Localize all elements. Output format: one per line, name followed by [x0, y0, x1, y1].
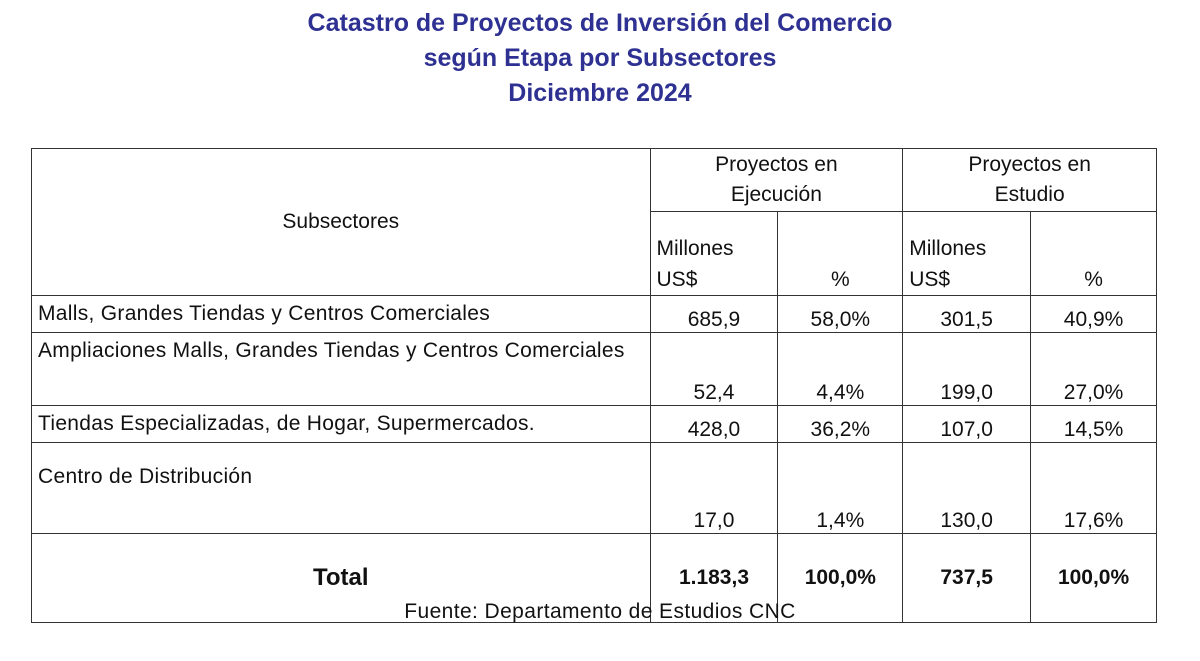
investment-table: Subsectores Proyectos en Ejecución Proye…: [31, 148, 1157, 623]
total-ejec-millones: 1.183,3: [649, 533, 779, 623]
col-header-ejec-millones: Millones US$: [649, 211, 779, 296]
col-ejec-millones-line-2: US$: [656, 268, 698, 291]
subsector-name: Tiendas Especializadas, de Hogar, Superm…: [31, 405, 651, 443]
est-millones-value: 199,0: [902, 332, 1032, 406]
total-label: Total: [31, 533, 651, 623]
est-pct-value: 17,6%: [1030, 442, 1157, 534]
group-header-estudio: Proyectos en Estudio: [902, 148, 1157, 212]
ejec-millones-value: 685,9: [649, 295, 779, 333]
est-pct-value: 14,5%: [1030, 405, 1157, 443]
ejec-pct-value: 4,4%: [777, 332, 904, 406]
subsector-name: Ampliaciones Malls, Grandes Tiendas y Ce…: [31, 332, 651, 406]
subsector-name: Centro de Distribución: [31, 442, 651, 534]
title-line-2: según Etapa por Subsectores: [423, 44, 777, 72]
total-est-pct: 100,0%: [1030, 533, 1157, 623]
subsector-name: Malls, Grandes Tiendas y Centros Comerci…: [31, 295, 651, 333]
group-ejecucion-line-1: Proyectos en: [715, 153, 838, 176]
group-header-ejecucion: Proyectos en Ejecución: [649, 148, 904, 212]
table-row: Malls, Grandes Tiendas y Centros Comerci…: [31, 295, 1157, 333]
header-row-columns: Millones US$ % Millones US$ %: [32, 211, 1157, 296]
table-row: Centro de Distribución 17,0 1,4% 130,0 1…: [31, 442, 1157, 534]
col-header-est-millones: Millones US$: [902, 211, 1032, 296]
col-header-ejec-pct: %: [777, 211, 904, 296]
total-est-millones: 737,5: [902, 533, 1032, 623]
ejec-millones-value: 17,0: [649, 442, 779, 534]
col-header-est-pct: %: [1030, 211, 1157, 296]
group-estudio-line-2: Estudio: [994, 183, 1065, 206]
group-estudio-line-1: Proyectos en: [968, 153, 1091, 176]
group-ejecucion-line-2: Ejecución: [730, 183, 822, 206]
est-millones-value: 107,0: [902, 405, 1032, 443]
ejec-pct-value: 58,0%: [777, 295, 904, 333]
ejec-millones-value: 52,4: [649, 332, 779, 406]
total-ejec-pct: 100,0%: [777, 533, 904, 623]
col-ejec-millones-line-1: Millones: [656, 237, 734, 260]
table-row: Ampliaciones Malls, Grandes Tiendas y Ce…: [31, 332, 1157, 406]
table-row: Tiendas Especializadas, de Hogar, Superm…: [31, 405, 1157, 443]
est-millones-value: 130,0: [902, 442, 1032, 534]
header-row-groups: Subsectores Proyectos en Ejecución Proye…: [31, 148, 1157, 296]
est-millones-value: 301,5: [902, 295, 1032, 333]
ejec-pct-value: 1,4%: [777, 442, 904, 534]
title-line-3: Diciembre 2024: [508, 79, 692, 107]
total-row: Total 1.183,3 100,0% 737,5 100,0%: [31, 533, 1157, 623]
source-note: Fuente: Departamento de Estudios CNC: [404, 600, 796, 623]
est-pct-value: 40,9%: [1030, 295, 1157, 333]
report-title: Catastro de Proyectos de Inversión del C…: [0, 6, 1200, 111]
ejec-millones-value: 428,0: [649, 405, 779, 443]
est-pct-value: 27,0%: [1030, 332, 1157, 406]
subsectores-header: Subsectores: [31, 148, 651, 296]
ejec-pct-value: 36,2%: [777, 405, 904, 443]
col-est-millones-line-1: Millones: [909, 237, 987, 260]
title-line-1: Catastro de Proyectos de Inversión del C…: [307, 9, 893, 37]
col-est-millones-line-2: US$: [909, 268, 951, 291]
